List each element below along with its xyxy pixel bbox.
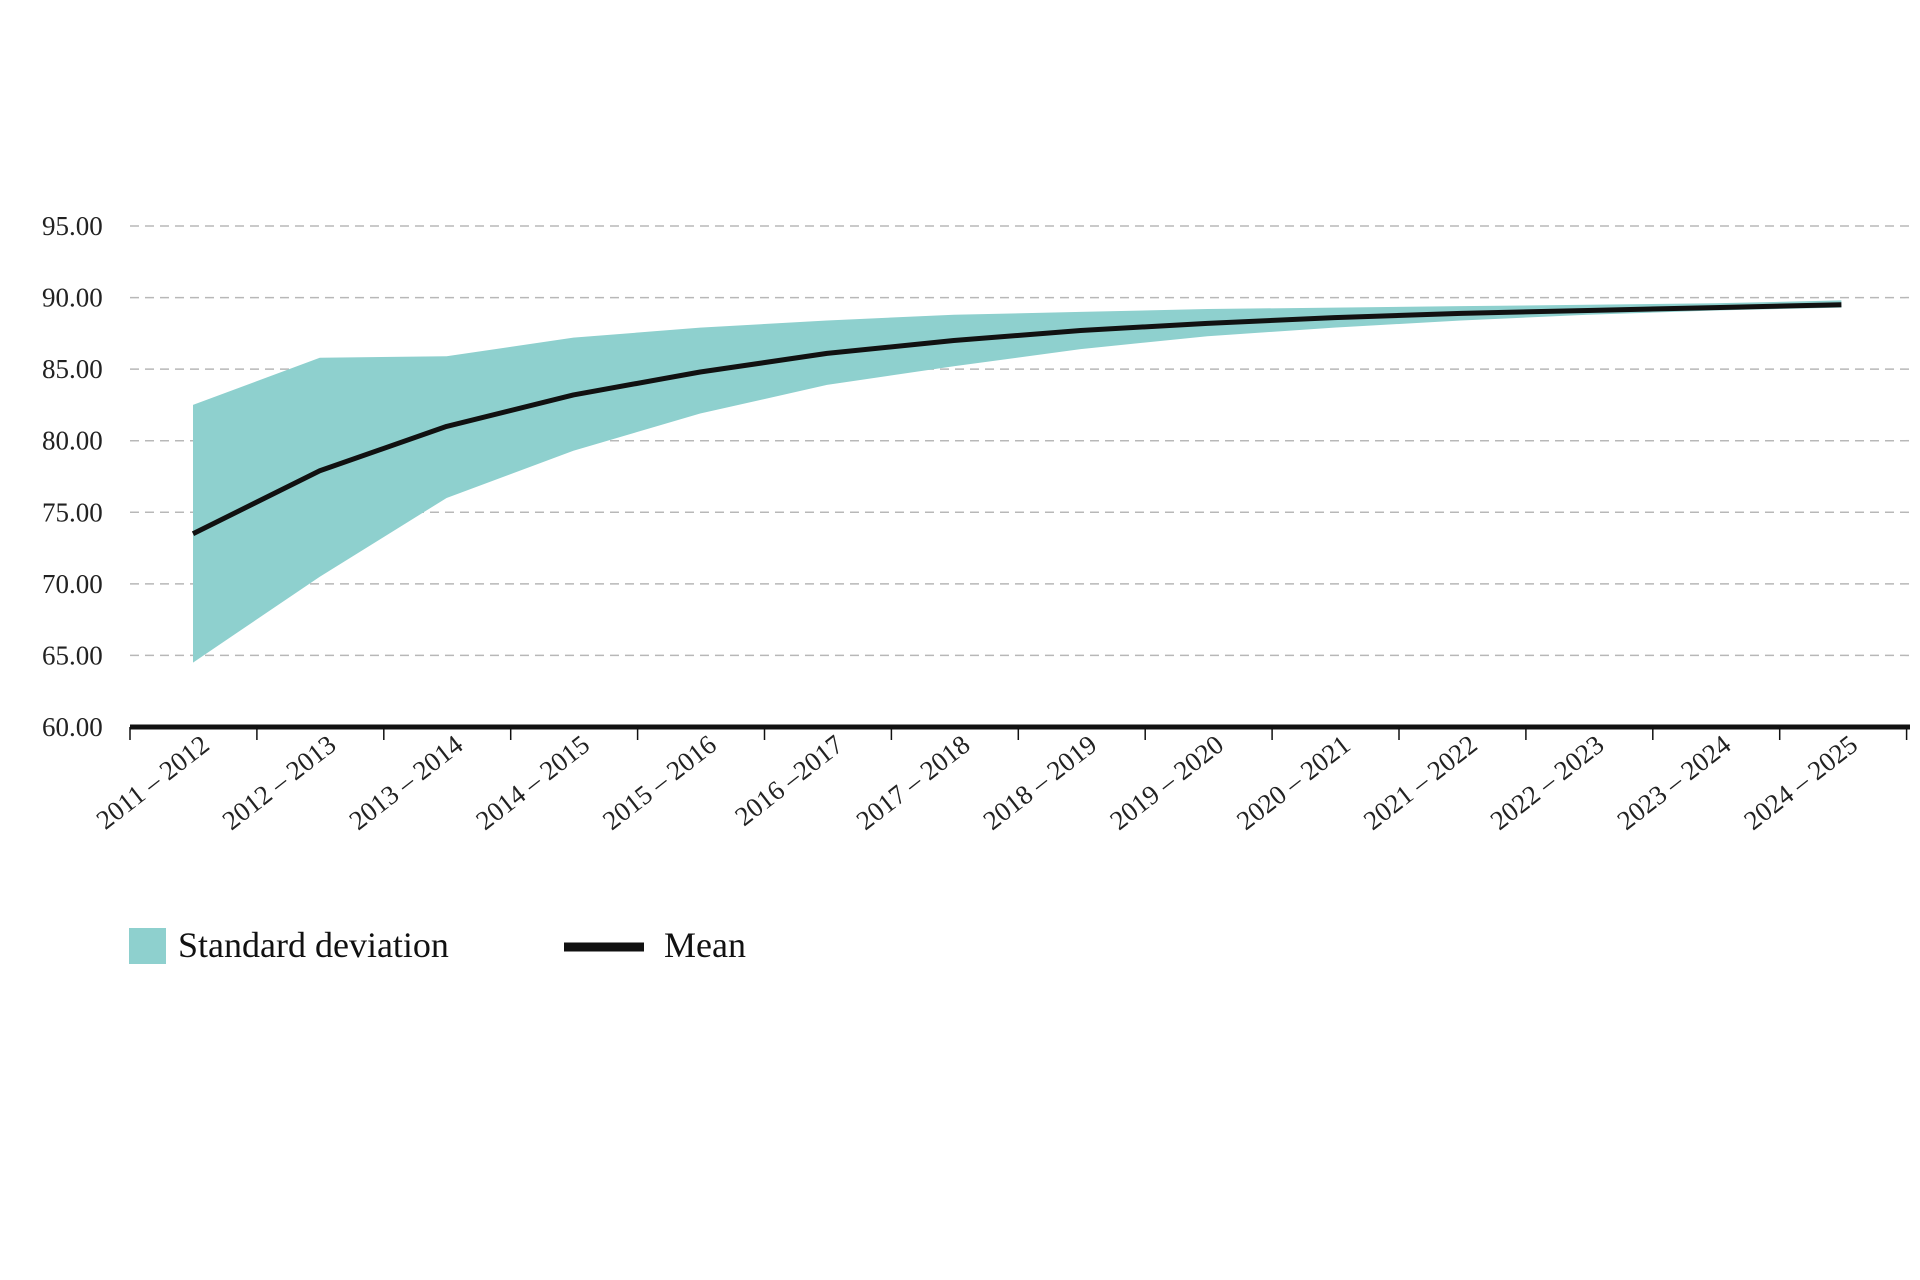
y-axis-ticks: 60.00 65.00 70.00 75.00 80.00 85.00 90.00 95.00 [42,211,103,742]
standard-deviation-band [193,300,1842,663]
x-axis-labels: 2011 – 2012 2012 – 2013 2013 – 2014 2014 – … [91,729,1863,836]
x-tick-label: 2019 – 2020 [1104,729,1229,836]
y-tick-label: 60.00 [42,712,103,742]
y-tick-label: 95.00 [42,211,103,241]
y-tick-label: 70.00 [42,569,103,599]
x-tick-label: 2014 – 2015 [470,729,595,836]
x-tick-label: 2024 – 2025 [1738,729,1863,836]
y-tick-label: 90.00 [42,283,103,313]
y-tick-label: 80.00 [42,426,103,456]
x-tick-label: 2022 – 2023 [1485,729,1610,836]
x-tick-label: 2023 – 2024 [1611,729,1736,836]
y-tick-label: 65.00 [42,640,103,670]
x-tick-label: 2021 – 2022 [1358,729,1483,836]
x-tick-label: 2011 – 2012 [91,729,215,835]
legend-swatch-standard-deviation [129,928,166,964]
mean-line [191,302,1842,536]
grid-lines [130,225,1910,657]
x-tick-label: 2017 – 2018 [851,729,976,836]
legend-label-standard-deviation: Standard deviation [178,925,449,965]
x-tick-label: 2020 – 2021 [1231,729,1356,836]
legend-label-mean: Mean [664,925,746,965]
x-axis [129,724,1910,740]
y-tick-label: 75.00 [42,497,103,527]
y-tick-label: 85.00 [42,354,103,384]
x-tick-label: 2015 – 2016 [597,729,722,836]
x-tick-label: 2018 – 2019 [977,729,1102,836]
x-tick-label: 2012 – 2013 [217,729,342,836]
x-tick-label: 2016 –2017 [729,729,849,832]
x-tick-label: 2013 – 2014 [343,729,468,836]
legend: Standard deviation Mean [129,925,746,965]
